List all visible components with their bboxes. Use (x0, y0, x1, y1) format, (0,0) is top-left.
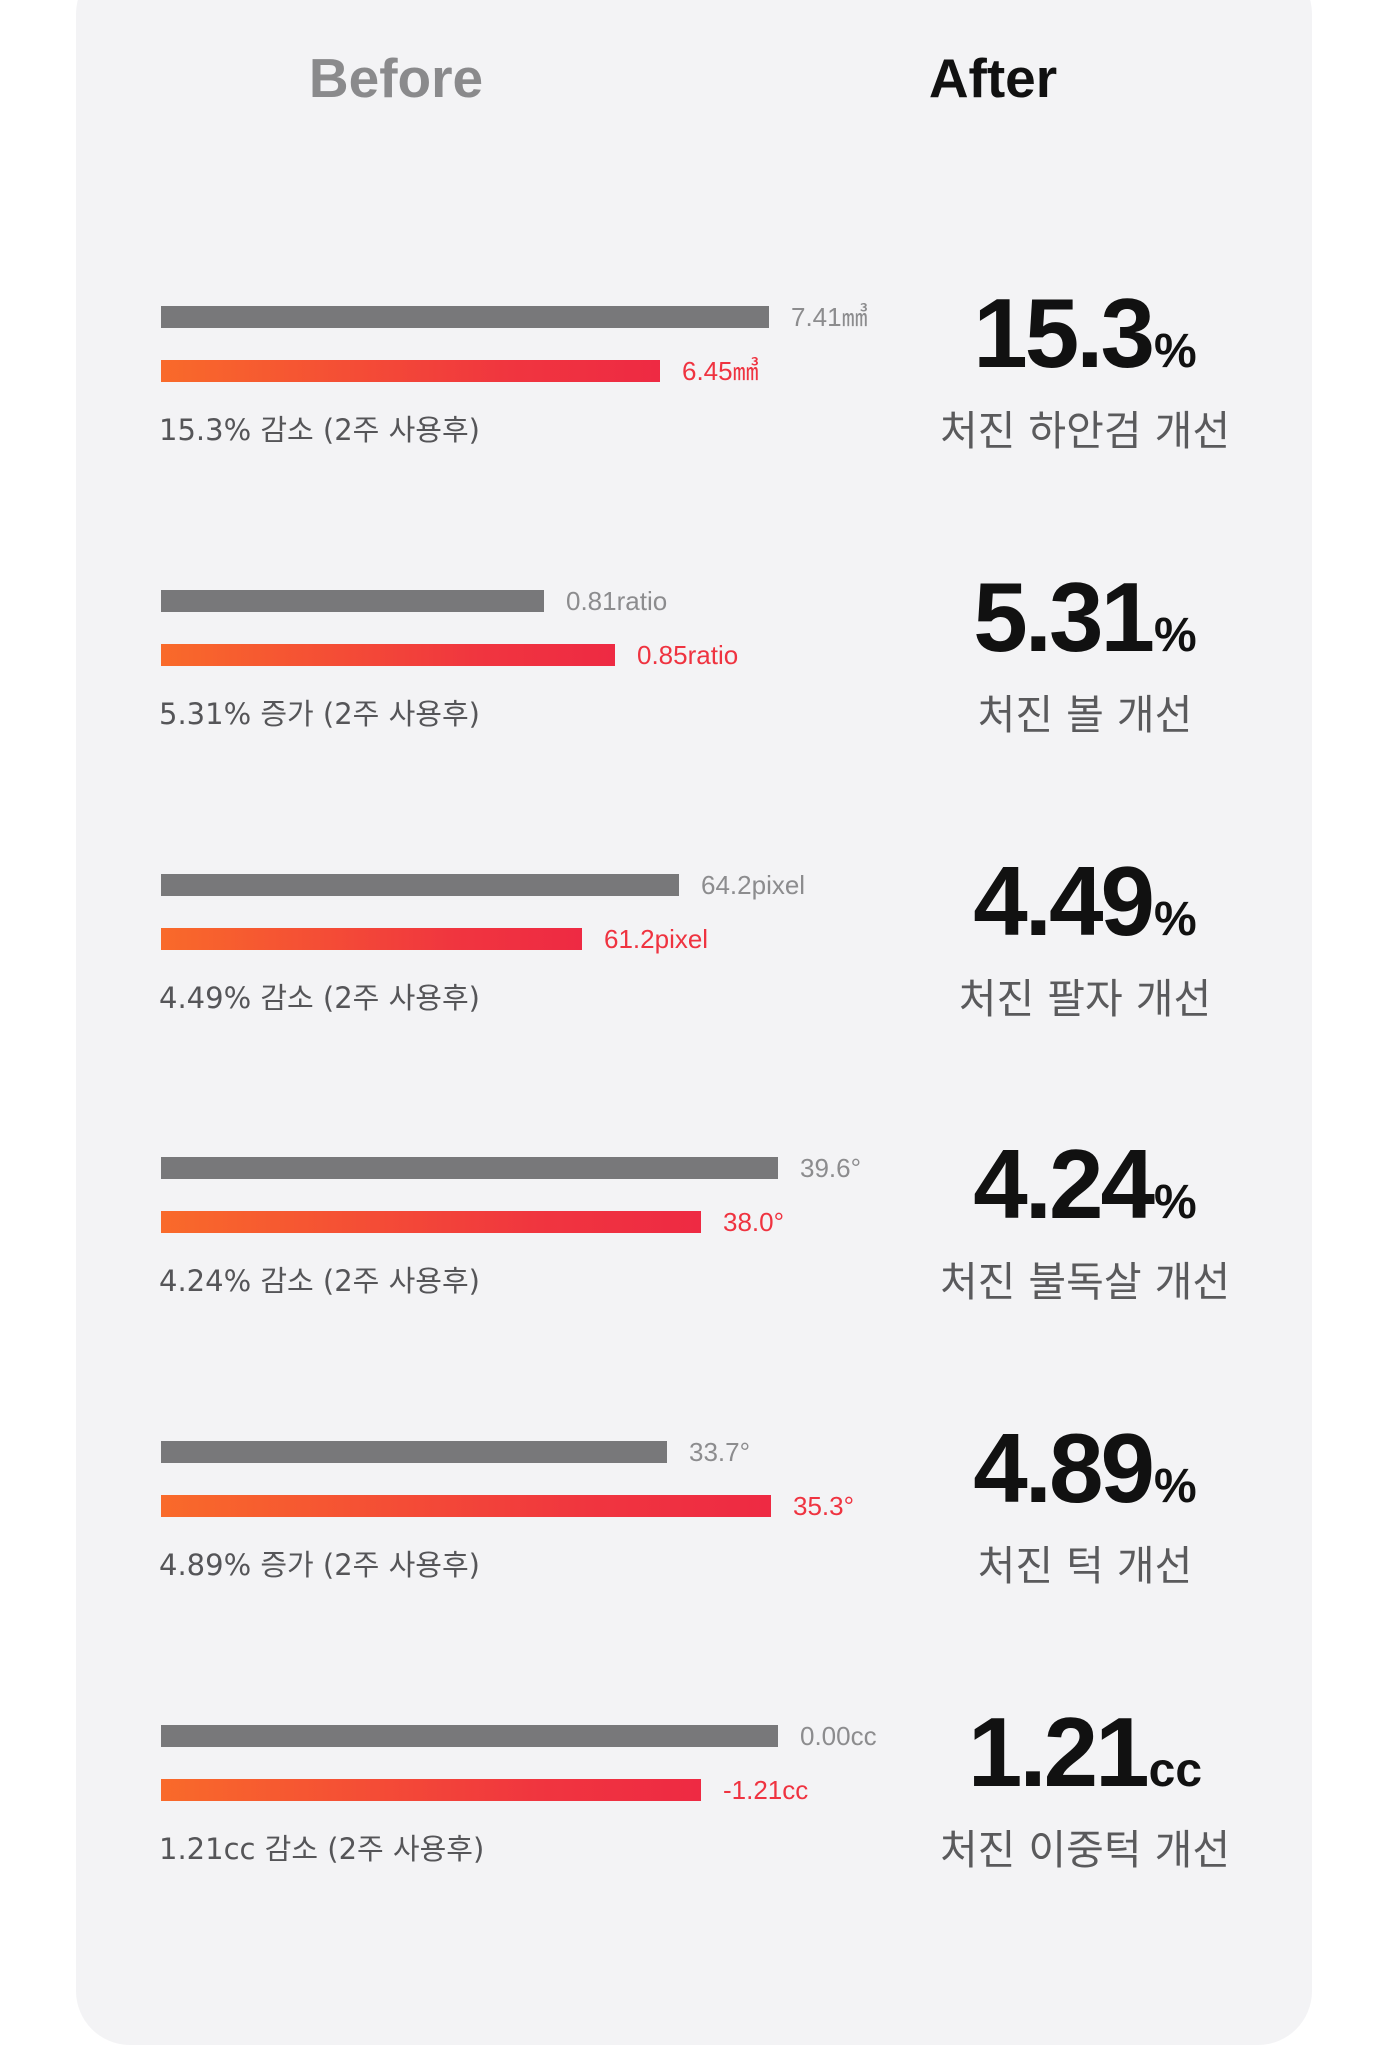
after-value-label: -1.21cc (723, 1775, 809, 1805)
stat-number: 4.49 (973, 846, 1155, 956)
metric-name: 처진 이중턱 개선 (939, 1826, 1231, 1874)
before-bar (161, 1157, 778, 1179)
improvement-stat: 15.3% (973, 278, 1196, 388)
before-value-label: 33.7° (689, 1437, 751, 1467)
metric-name: 처진 턱 개선 (977, 1542, 1193, 1590)
after-value-label: 38.0° (723, 1207, 785, 1237)
before-value-label: 0.81ratio (566, 586, 668, 616)
metric-row: 33.7° 35.3° 4.89% 증가 (2주 사용후) 4.89% 처진 턱 개선 (0, 1413, 1388, 1701)
before-value-label: 0.00cc (800, 1721, 877, 1751)
metric-name: 처진 볼 개선 (977, 691, 1193, 739)
metric-row: 64.2pixel 61.2pixel 4.49% 감소 (2주 사용후) 4.49%… (0, 846, 1388, 1134)
after-bar (161, 1211, 701, 1233)
after-value-label: 61.2pixel (604, 924, 709, 954)
stat-number: 4.24 (973, 1129, 1155, 1239)
metric-row: 39.6° 38.0° 4.24% 감소 (2주 사용후) 4.24% 처진 불독살 개… (0, 1129, 1388, 1417)
metric-name: 처진 팔자 개선 (958, 975, 1212, 1023)
after-value-label: 0.85ratio (637, 640, 739, 670)
stat-unit: cc (1148, 1744, 1203, 1797)
stat-unit: % (1154, 1176, 1197, 1229)
after-value-label: 35.3° (793, 1491, 855, 1521)
stat-unit: % (1154, 609, 1197, 662)
metric-row: 7.41㎣ 6.45㎣ 15.3% 감소 (2주 사용후) 15.3% 처진 하안검 개… (0, 278, 1388, 566)
stat-unit: % (1154, 1460, 1197, 1513)
before-value-label: 64.2pixel (701, 870, 806, 900)
before-value-label: 39.6° (800, 1153, 862, 1183)
stat-number: 1.21 (967, 1697, 1150, 1807)
change-caption: 1.21cc 감소 (2주 사용후) (159, 1832, 485, 1866)
change-caption: 5.31% 증가 (2주 사용후) (159, 697, 480, 731)
change-caption: 15.3% 감소 (2주 사용후) (159, 413, 480, 447)
metric-name: 처진 하안검 개선 (939, 407, 1231, 455)
before-bar (161, 590, 544, 612)
metric-row: 0.00cc -1.21cc 1.21cc 감소 (2주 사용후) 1.21cc 처진 … (0, 1697, 1388, 1985)
after-bar (161, 644, 615, 666)
before-value-label: 7.41㎣ (791, 302, 868, 332)
stat-unit: % (1154, 893, 1197, 946)
after-bar (161, 928, 582, 950)
stat-number: 4.89 (973, 1413, 1155, 1523)
improvement-stat: 4.49% (973, 846, 1196, 956)
before-bar (161, 1725, 778, 1747)
before-bar (161, 306, 769, 328)
after-column-header: After (928, 47, 1058, 109)
metric-name: 처진 불독살 개선 (939, 1258, 1231, 1306)
change-caption: 4.24% 감소 (2주 사용후) (159, 1264, 480, 1298)
comparison-card (76, 0, 1312, 2045)
improvement-stat: 4.89% (973, 1413, 1196, 1523)
stat-number: 15.3 (973, 278, 1155, 388)
stat-unit: % (1154, 325, 1197, 378)
improvement-stat: 5.31% (973, 562, 1196, 672)
metric-row: 0.81ratio 0.85ratio 5.31% 증가 (2주 사용후) 5.31%… (0, 562, 1388, 850)
change-caption: 4.49% 감소 (2주 사용후) (159, 981, 480, 1015)
after-bar (161, 1495, 771, 1517)
after-bar (161, 1779, 701, 1801)
after-value-label: 6.45㎣ (682, 356, 759, 386)
before-column-header: Before (308, 47, 484, 109)
change-caption: 4.89% 증가 (2주 사용후) (159, 1548, 480, 1582)
after-bar (161, 360, 660, 382)
before-bar (161, 1441, 667, 1463)
before-bar (161, 874, 679, 896)
improvement-stat: 4.24% (973, 1129, 1196, 1239)
improvement-stat: 1.21cc (968, 1697, 1202, 1807)
stat-number: 5.31 (973, 562, 1155, 672)
